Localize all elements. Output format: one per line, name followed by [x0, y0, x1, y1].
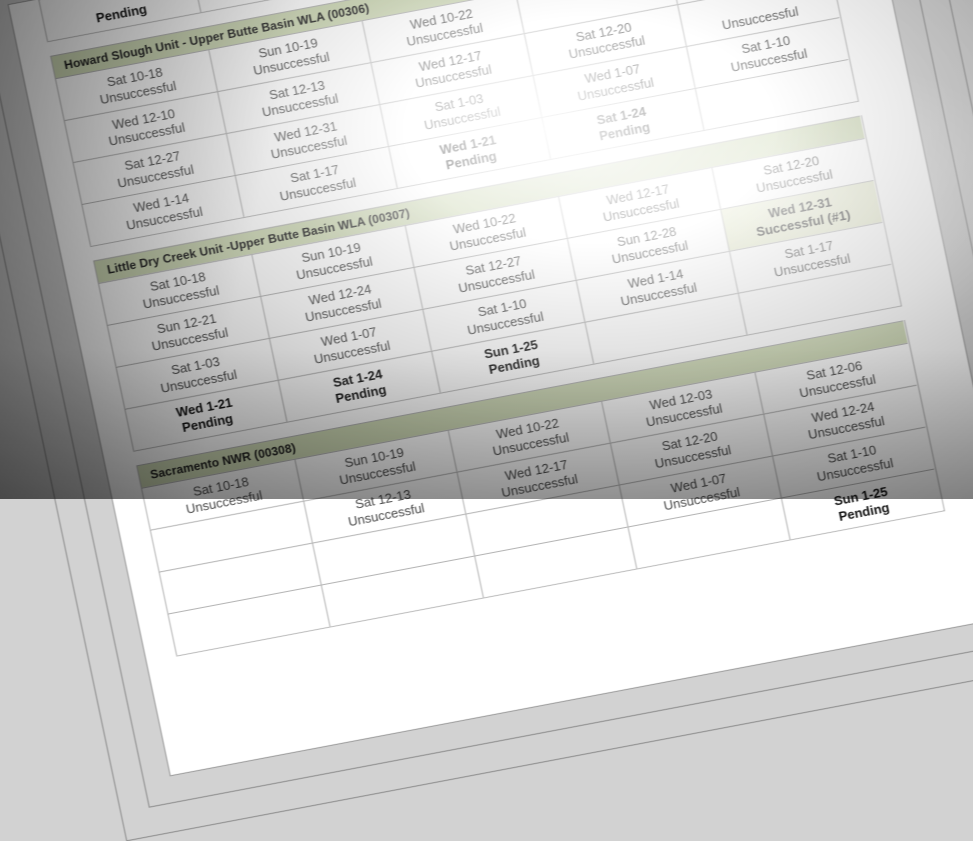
page-frame-middle: Pending Howard Slough Unit - Upper Butte … [0, 0, 973, 808]
tables-root: Pending Howard Slough Unit - Upper Butte … [38, 0, 973, 657]
content-page: Pending Howard Slough Unit - Upper Butte … [7, 0, 973, 777]
